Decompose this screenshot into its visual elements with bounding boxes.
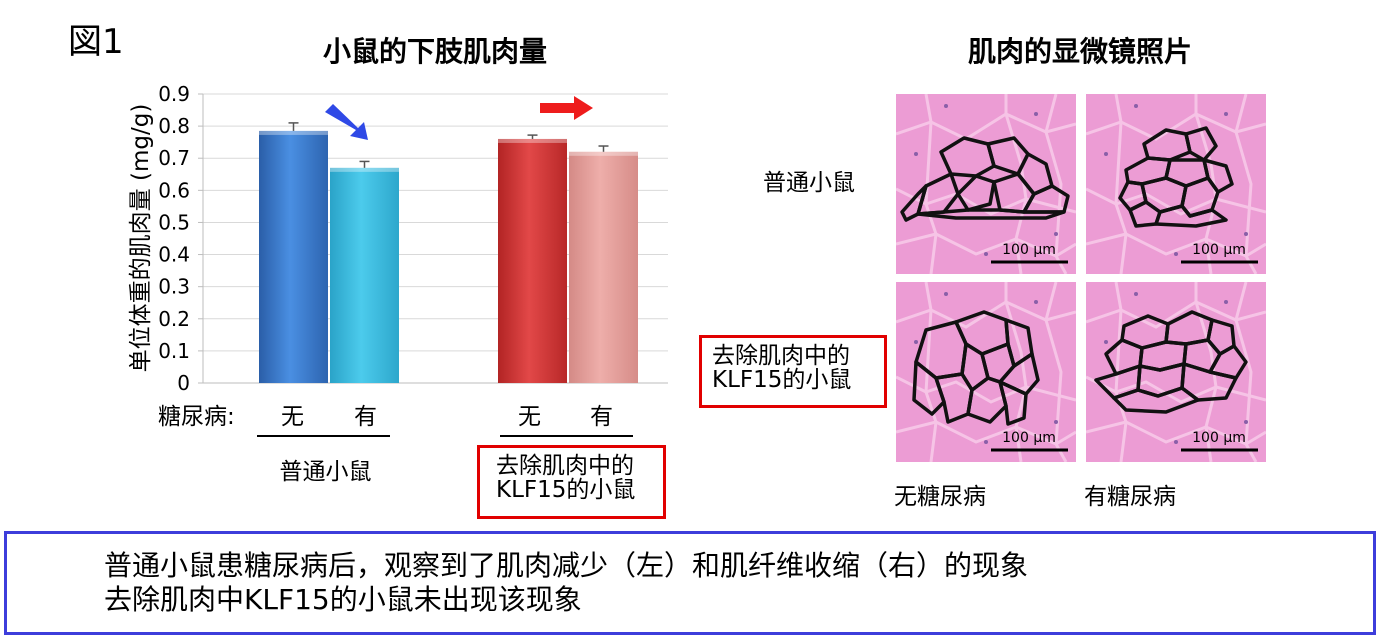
- nucleus: [914, 340, 918, 344]
- bar-highlight: [498, 138, 567, 143]
- fiber-outline: [900, 184, 928, 222]
- y-tick-label: 0.5: [158, 210, 190, 234]
- nucleus: [1174, 440, 1178, 444]
- group-divider: [500, 435, 633, 437]
- nucleus: [914, 152, 918, 156]
- fiber-boundary: [1086, 112, 1266, 141]
- fiber-boundary: [896, 112, 1076, 141]
- y-tick-label: 0.9: [158, 82, 190, 106]
- nucleus: [1054, 232, 1058, 236]
- bar-chart: 0 0.1 0.2 0.3 0.4 0.5 0.6 0.7 0.8 0.9: [158, 82, 668, 395]
- micrograph-title: 肌肉的显微镜照片: [967, 35, 1192, 68]
- summary-line-1: 普通小鼠患糖尿病后，观察到了肌肉减少（左）和肌纤维收缩（右）的现象: [104, 549, 1029, 582]
- nucleus: [1104, 152, 1108, 156]
- x-tick-label: 无: [518, 404, 541, 430]
- bar-highlight: [330, 167, 399, 172]
- fiber-outline: [912, 360, 946, 416]
- row-label: 普通小鼠: [763, 170, 855, 196]
- bar: [498, 138, 567, 383]
- nucleus: [984, 440, 988, 444]
- nucleus: [1134, 104, 1138, 108]
- nucleus: [984, 252, 988, 256]
- y-tick-label: 0.1: [158, 339, 190, 363]
- summary-line-2: 去除肌肉中KLF15的小鼠未出现该现象: [104, 583, 582, 616]
- y-tick-label: 0.4: [158, 243, 190, 267]
- figure-label: 図1: [68, 22, 124, 62]
- fiber-outline: [1022, 184, 1070, 214]
- nucleus: [1224, 300, 1228, 304]
- decrease-arrow: [325, 104, 368, 140]
- nucleus: [1134, 292, 1138, 296]
- fiber-boundary: [1086, 420, 1266, 446]
- group-label: 普通小鼠: [279, 459, 372, 485]
- nucleus: [1034, 300, 1038, 304]
- column-label: 有糖尿病: [1084, 484, 1176, 510]
- fiber-boundary: [924, 282, 938, 462]
- fiber-boundary: [1194, 94, 1218, 274]
- fiber-boundary: [1114, 282, 1128, 462]
- nucleus: [1054, 420, 1058, 424]
- row-label-box: 去除肌肉中的KLF15的小鼠: [699, 335, 887, 408]
- group-label-box: 去除肌肉中的KLF15的小鼠: [477, 445, 666, 519]
- group-divider: [257, 435, 390, 437]
- x-tick-label: 无: [281, 404, 304, 430]
- fiber-boundary: [1086, 375, 1266, 404]
- scale-bar-label: 100 μm: [1002, 242, 1056, 258]
- nucleus: [944, 104, 948, 108]
- fiber-outline: [1154, 204, 1228, 228]
- y-tick-label: 0.8: [158, 114, 190, 138]
- fiber-boundary: [1086, 300, 1266, 329]
- y-tick-label: 0.7: [158, 146, 190, 170]
- nucleus: [1224, 112, 1228, 116]
- fiber-outline: [998, 380, 1028, 426]
- bar: [259, 130, 328, 383]
- micrograph-normal-diabetes: 100 μm: [1086, 94, 1266, 274]
- fiber-boundary: [1086, 232, 1266, 258]
- micrograph-normal-no-diabetes: 100 μm: [896, 94, 1076, 274]
- y-tick-label: 0.3: [158, 275, 190, 299]
- fiber-outline: [956, 174, 996, 212]
- bar-highlight: [259, 130, 328, 135]
- fiber-boundary: [1194, 282, 1218, 462]
- fiber-boundary: [896, 420, 1076, 446]
- fiber-outline: [1208, 344, 1248, 380]
- micrograph-klf15-diabetes: 100 μm: [1086, 282, 1266, 462]
- scale-bar-label: 100 μm: [1002, 430, 1056, 446]
- fiber-outline: [998, 352, 1040, 396]
- fiber-boundary: [1114, 94, 1128, 274]
- unchanged-arrow: [540, 96, 593, 120]
- fiber-outline: [1112, 386, 1200, 414]
- fiber-boundary: [896, 375, 1076, 404]
- y-tick-label: 0.2: [158, 307, 190, 331]
- y-tick-label: 0.6: [158, 178, 190, 202]
- y-tick-label: 0: [177, 371, 190, 395]
- summary-box: 普通小鼠患糖尿病后，观察到了肌肉减少（左）和肌纤维收缩（右）的现象 去除肌肉中K…: [4, 531, 1376, 635]
- nucleus: [1034, 112, 1038, 116]
- micrograph-klf15-no-diabetes: 100 μm: [896, 282, 1076, 462]
- bar: [330, 167, 399, 383]
- fiber-boundary: [1004, 282, 1028, 462]
- scale-bar-label: 100 μm: [1192, 242, 1246, 258]
- nucleus: [1104, 340, 1108, 344]
- nucleus: [1174, 252, 1178, 256]
- fiber-boundary: [924, 94, 938, 274]
- bar: [569, 151, 638, 383]
- nucleus: [1244, 232, 1248, 236]
- fiber-boundary: [1086, 187, 1266, 216]
- bar-highlight: [569, 151, 638, 156]
- fiber-outline: [916, 208, 1066, 220]
- x-row-label: 糖尿病:: [158, 404, 235, 430]
- nucleus: [944, 292, 948, 296]
- scale-bar-label: 100 μm: [1192, 430, 1246, 446]
- column-label: 无糖尿病: [894, 484, 986, 510]
- chart-title: 小鼠的下肢肌肉量: [322, 35, 547, 68]
- fiber-boundary: [896, 232, 1076, 258]
- x-tick-label: 有: [590, 404, 613, 430]
- x-tick-label: 有: [354, 404, 377, 430]
- nucleus: [1244, 420, 1248, 424]
